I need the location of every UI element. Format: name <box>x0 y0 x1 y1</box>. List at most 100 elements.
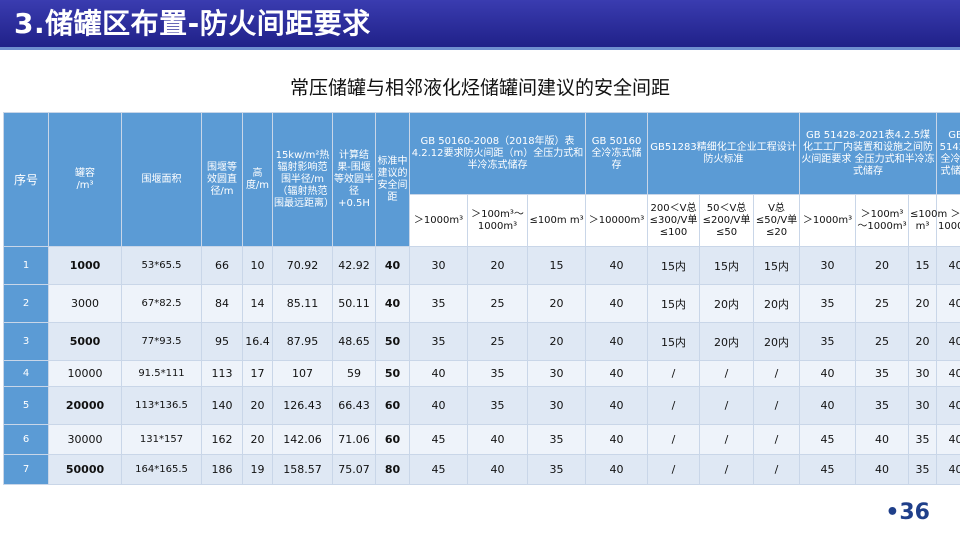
table-cell: 40 <box>936 246 960 285</box>
header-volume: 罐容 /m³ <box>48 112 122 247</box>
table-cell: 40 <box>585 386 649 425</box>
table-cell: 40 <box>585 454 649 485</box>
table-cell: 40 <box>585 284 649 323</box>
table-cell: / <box>647 386 701 425</box>
header-gb50160-2008: GB 50160-2008（2018年版）表4.2.12要求防火间距（m）全压力… <box>408 112 587 195</box>
table-cell: 20 <box>467 246 528 285</box>
table-cell: 66.43 <box>332 386 376 425</box>
table-cell: 40 <box>936 284 960 323</box>
table-row: 7 50000 164*165.5 186 19 158.57 75.07 80 45 40 35 4… <box>3 454 960 485</box>
table-cell: 45 <box>409 424 468 455</box>
table-cell: 35 <box>908 424 938 455</box>
table-cell: 40 <box>467 454 528 485</box>
table-cell: 84 <box>201 284 243 323</box>
table-cell: 75.07 <box>332 454 376 485</box>
table-cell: / <box>699 360 755 387</box>
table-cell: / <box>699 386 755 425</box>
table-cell: 35 <box>855 386 910 425</box>
table-cell: 40 <box>799 360 857 387</box>
table-cell: 15内 <box>647 322 701 361</box>
table-cell: 53*65.5 <box>121 246 202 285</box>
header-gb50160-full: GB 50160全冷冻式储存 <box>585 112 649 195</box>
table-cell: 142.06 <box>272 424 333 455</box>
table-cell: 131*157 <box>121 424 202 455</box>
table-cell: 15内 <box>647 246 701 285</box>
table-cell: 35 <box>855 360 910 387</box>
subheader-row: ＞1000m³ ＞100m³～1000m³ ≤100m m³ ＞10000m³ … <box>4 194 960 247</box>
row-index-cell: 3 <box>3 322 49 361</box>
table-cell: 60 <box>375 386 410 425</box>
table-row: 2 3000 67*82.5 84 14 85.11 50.11 40 35 25 20 40 15内 2… <box>3 284 960 323</box>
table-cell: 40 <box>585 322 649 361</box>
header-seq: 序号 <box>3 112 49 247</box>
table-cell: / <box>753 454 801 485</box>
table-cell: 25 <box>467 322 528 361</box>
table-cell: 40 <box>409 360 468 387</box>
header-standard: 标准中建议的安全间距 <box>375 112 410 247</box>
title-bar: 3.储罐区布置-防火间距要求 <box>0 0 960 50</box>
table-cell: 19 <box>242 454 273 485</box>
header-eq-diameter: 围堰等效圆直径/m <box>201 112 243 247</box>
table-cell: / <box>753 424 801 455</box>
subheader-cell: ＞100m³～1000m³ <box>855 194 910 247</box>
table-cell: 164*165.5 <box>121 454 202 485</box>
subheader-cell: ≤100m m³ <box>526 194 587 247</box>
row-index-cell: 1 <box>3 246 49 285</box>
table-cell: 40 <box>585 246 649 285</box>
row-index-cell: 4 <box>3 360 49 387</box>
table-cell: 15内 <box>647 284 701 323</box>
table-cell: 30 <box>409 246 468 285</box>
table-cell: 25 <box>855 322 910 361</box>
table-cell: 40 <box>467 424 528 455</box>
table-cell: 20内 <box>753 284 801 323</box>
table-row: 3 5000 77*93.5 95 16.4 87.95 48.65 50 35 25 20 40 15… <box>3 322 960 361</box>
table-cell: 40 <box>855 424 910 455</box>
table-cell: 40 <box>375 246 410 285</box>
table-cell: 45 <box>799 454 857 485</box>
table-cell: 85.11 <box>272 284 333 323</box>
table-row: 6 30000 131*157 162 20 142.06 71.06 60 45 40 35 40/… <box>3 424 960 455</box>
table-cell: 40 <box>799 386 857 425</box>
table-cell: 1000 <box>48 246 122 285</box>
table-cell: 45 <box>799 424 857 455</box>
table-cell: 3000 <box>48 284 122 323</box>
table-cell: 20 <box>908 322 938 361</box>
spacing-table: 序号 罐容 /m³ 围堰面积 围堰等效圆直径/m 高度/m 15kw/m²热辐射… <box>3 112 960 485</box>
table-cell: 20内 <box>753 322 801 361</box>
table-cell: 48.65 <box>332 322 376 361</box>
table-cell: 25 <box>855 284 910 323</box>
table-cell: 158.57 <box>272 454 333 485</box>
table-cell: 20 <box>908 284 938 323</box>
table-cell: 40 <box>585 424 649 455</box>
table-cell: / <box>699 424 755 455</box>
subheader-cell: ＞100m³～1000m³ <box>467 194 528 247</box>
table-cell: 20000 <box>48 386 122 425</box>
subheader-cell: V总≤50/V单≤20 <box>753 194 801 247</box>
table-cell: 186 <box>201 454 243 485</box>
table-cell: 40 <box>855 454 910 485</box>
table-cell: 10 <box>242 246 273 285</box>
row-index-cell: 5 <box>3 386 49 425</box>
table-cell: 20 <box>242 424 273 455</box>
table-cell: 17 <box>242 360 273 387</box>
table-cell: 35 <box>409 284 468 323</box>
subheader-cell: 200＜V总≤300/V单≤100 <box>647 194 701 247</box>
table-cell: 15内 <box>753 246 801 285</box>
table-cell: 66 <box>201 246 243 285</box>
table-cell: 10000 <box>48 360 122 387</box>
table-cell: / <box>647 424 701 455</box>
table-cell: 50 <box>375 360 410 387</box>
table-cell: 30 <box>526 360 587 387</box>
subheader-cell: ＞10000m³ <box>936 194 960 247</box>
table-cell: 30 <box>526 386 587 425</box>
table-cell: 91.5*111 <box>121 360 202 387</box>
table-cell: 40 <box>409 386 468 425</box>
table-cell: 50 <box>375 322 410 361</box>
row-index-cell: 6 <box>3 424 49 455</box>
table-row: 1 1000 53*65.5 66 10 70.92 42.92 40 30 20 15 40 15内 1… <box>3 246 960 285</box>
table-cell: 113 <box>201 360 243 387</box>
subheader-cell: 50＜V总≤200/V单≤50 <box>699 194 755 247</box>
header-radiation: 15kw/m²热辐射影响范围半径/m（辐射热范围最远距离） <box>272 112 334 247</box>
table-cell: 35 <box>799 284 857 323</box>
table-cell: 95 <box>201 322 243 361</box>
